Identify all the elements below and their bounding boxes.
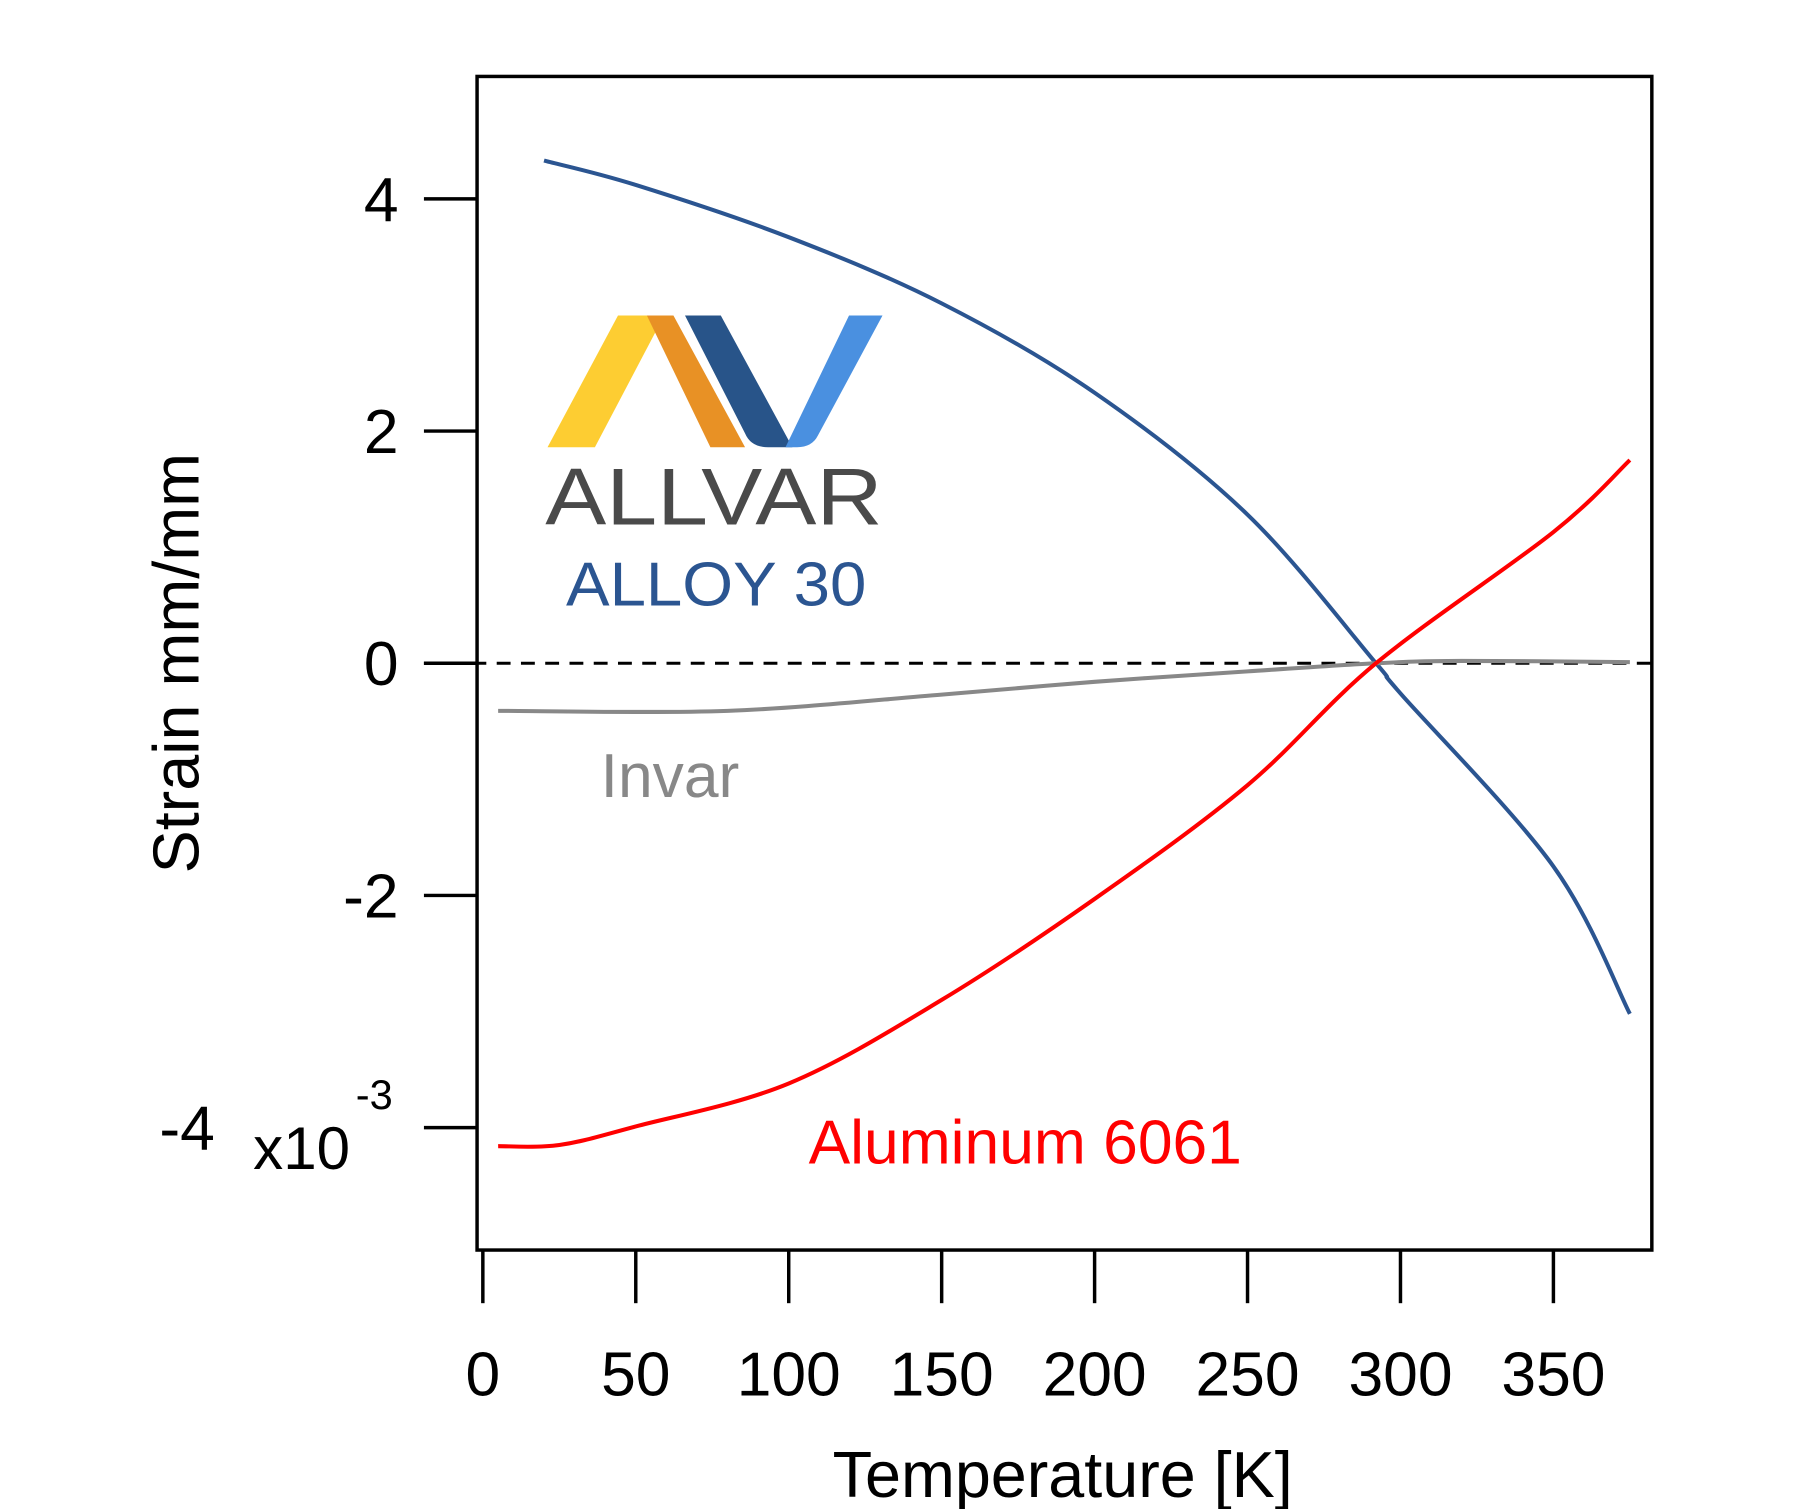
series-line-invar: [498, 658, 1630, 715]
y-multiplier: x10: [253, 1115, 350, 1182]
x-tick-label: 300: [1348, 1341, 1452, 1410]
y-tick-label: -4: [159, 1095, 214, 1164]
y-tick-label: 4: [364, 166, 399, 235]
logo-blue-stroke: [785, 315, 883, 448]
y-tick-label: -2: [343, 862, 398, 931]
y-axis-label: Strain mm/mm: [140, 453, 213, 873]
x-tick-label: 200: [1043, 1341, 1147, 1410]
y-tick-label: 2: [364, 398, 399, 467]
y-multiplier-exponent: -3: [356, 1071, 393, 1118]
logo-orange-stroke: [646, 315, 746, 448]
x-axis-label: Temperature [K]: [833, 1438, 1293, 1509]
logo-subtitle: ALLOY 30: [566, 550, 866, 619]
x-tick-label: 250: [1196, 1341, 1300, 1410]
x-tick-label: 100: [737, 1341, 841, 1410]
invar-label: Invar: [601, 742, 740, 811]
logo-yellow-stroke: [547, 315, 665, 448]
logo-navy-stroke: [684, 315, 793, 448]
x-tick-label: 50: [601, 1341, 670, 1410]
allvar-logo: ALLVAR ALLOY 30: [545, 315, 883, 619]
aluminum-label: Aluminum 6061: [809, 1108, 1242, 1177]
x-tick-label: 150: [890, 1341, 994, 1410]
y-tick-label: 0: [364, 630, 399, 699]
x-tick-label: 350: [1501, 1341, 1605, 1410]
x-tick-label: 0: [465, 1341, 500, 1410]
logo-word: ALLVAR: [545, 453, 882, 543]
series-line-aluminum-6061: [498, 458, 1632, 1149]
series-line-allvar-alloy-30: [543, 158, 1632, 1015]
